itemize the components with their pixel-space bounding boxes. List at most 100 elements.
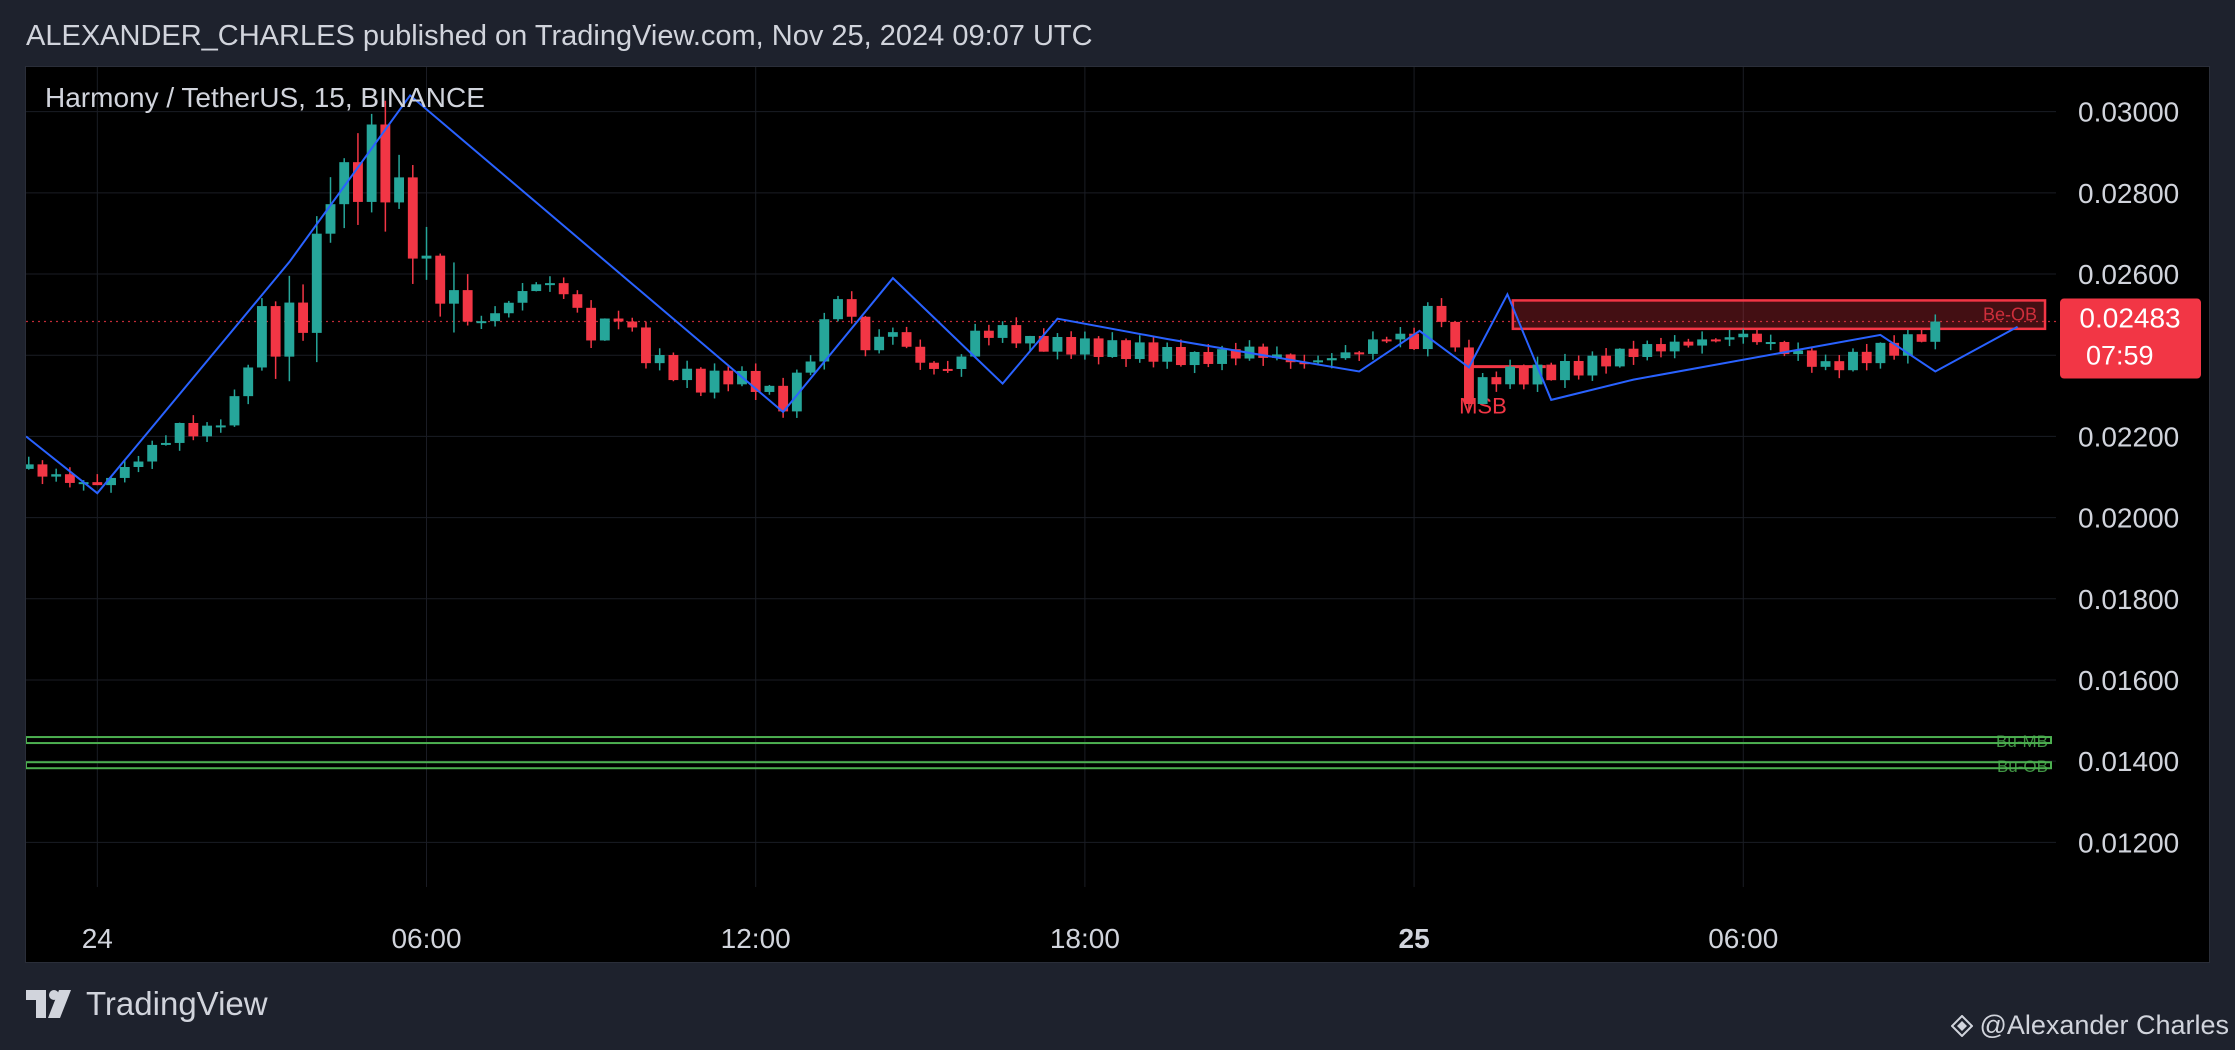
last-price-value: 0.02483 (2079, 303, 2180, 334)
candle-body (133, 461, 144, 468)
candle-body (1532, 364, 1543, 385)
candle-body (1066, 337, 1077, 355)
candle-body (887, 332, 898, 337)
candle-body (1601, 355, 1612, 367)
candle-body (435, 255, 446, 304)
candle-body (1587, 355, 1598, 376)
candle-body (325, 204, 336, 234)
candle-body (1916, 334, 1927, 342)
x-tick-label: 06:00 (391, 923, 461, 954)
candle-body (997, 325, 1008, 338)
candle-body (1560, 360, 1570, 381)
candle-body (298, 302, 309, 333)
y-tick-label: 0.02800 (2078, 178, 2179, 209)
candle-body (558, 283, 569, 295)
candle-body (256, 306, 267, 368)
candle-body (1930, 321, 1941, 342)
candle-body (983, 330, 994, 338)
candle-body (1793, 350, 1804, 355)
candle-body (1738, 333, 1749, 338)
candle-body (160, 442, 171, 445)
candle-body (1079, 338, 1090, 355)
candle-body (1779, 342, 1790, 355)
candle-body (1395, 333, 1406, 340)
candle-body (503, 302, 514, 314)
published-info: ALEXANDER_CHARLES published on TradingVi… (26, 20, 1093, 52)
bearish-ob-label: Be-OB (1983, 304, 2037, 324)
candle-body (449, 290, 459, 304)
x-tick-label: 12:00 (721, 923, 791, 954)
y-tick-label: 0.01800 (2078, 584, 2179, 615)
candle-body (352, 162, 363, 202)
candle-body (1724, 337, 1735, 340)
y-tick-label: 0.01200 (2078, 827, 2179, 858)
candle-body (1614, 348, 1625, 367)
bullish-zone-label: Bu-MB (1996, 732, 2048, 751)
zigzag-layer (26, 93, 2019, 495)
tradingview-logo-icon (26, 990, 71, 1018)
candle-body (1710, 339, 1721, 342)
candle-body (1409, 333, 1420, 350)
diamond-arrows-icon (1951, 1014, 1974, 1037)
tradingview-brand[interactable]: TradingView (26, 985, 268, 1023)
candle-body (51, 474, 62, 477)
candle-body (805, 361, 816, 373)
candle-body (1765, 342, 1776, 345)
y-tick-label: 0.01600 (2078, 665, 2179, 696)
candle-body (1313, 360, 1324, 363)
candle-body (147, 444, 158, 462)
candle-body (572, 294, 583, 308)
candle-body (1669, 341, 1680, 352)
candle-body (1162, 347, 1173, 362)
candle-body (695, 368, 706, 393)
candle-body (970, 330, 981, 357)
candle-body (311, 233, 322, 333)
candle-body (1834, 361, 1845, 371)
candle-body (599, 318, 610, 341)
candle-body (1381, 339, 1392, 342)
candle-body (586, 307, 597, 341)
candle-body (1820, 361, 1831, 367)
author-name: @Alexander Charles (1979, 1010, 2229, 1040)
candle-body (531, 284, 542, 292)
candle-body (1697, 339, 1708, 346)
candle-body (929, 362, 939, 369)
candle-body (1217, 349, 1227, 364)
candle-body (1861, 351, 1872, 364)
candle-layer (26, 100, 1941, 493)
candle-body (1367, 339, 1378, 354)
bullish-zone-label: Bu-OB (1997, 757, 2048, 776)
candle-body (791, 372, 802, 412)
candle-body (26, 464, 34, 469)
candle-body (1806, 350, 1817, 367)
candle-body (1546, 364, 1557, 381)
candle-body (627, 321, 638, 328)
candle-body (1518, 366, 1529, 385)
candle-body (1875, 342, 1886, 364)
candle-body (833, 299, 843, 320)
y-tick-label: 0.02600 (2078, 259, 2179, 290)
candle-body (682, 368, 693, 381)
countdown-label: 07:59 (2086, 341, 2154, 371)
symbol-label: Harmony / TetherUS, 15, BINANCE (45, 82, 485, 113)
candle-body (1093, 338, 1104, 357)
author-credit[interactable]: @Alexander Charles (1951, 1010, 2229, 1041)
candle-body (92, 482, 103, 486)
candle-body (1422, 305, 1433, 350)
candle-body (1450, 321, 1461, 348)
candle-body (202, 425, 212, 437)
candle-body (243, 367, 254, 397)
candle-body (229, 396, 240, 426)
candle-body (1230, 349, 1241, 359)
candle-body (366, 124, 377, 202)
candle-body (1052, 337, 1063, 352)
chart-panel[interactable]: Bu-MB Bu-OB Be-OB MSB 0.03000 0.02800 0.02600… (25, 66, 2210, 963)
candle-body (1505, 366, 1516, 385)
candle-body (1203, 351, 1214, 364)
candle-body (1477, 377, 1488, 405)
candle-body (1189, 351, 1200, 366)
y-tick-label: 0.02200 (2078, 421, 2179, 452)
candle-body (874, 336, 885, 351)
candle-body (421, 255, 432, 259)
